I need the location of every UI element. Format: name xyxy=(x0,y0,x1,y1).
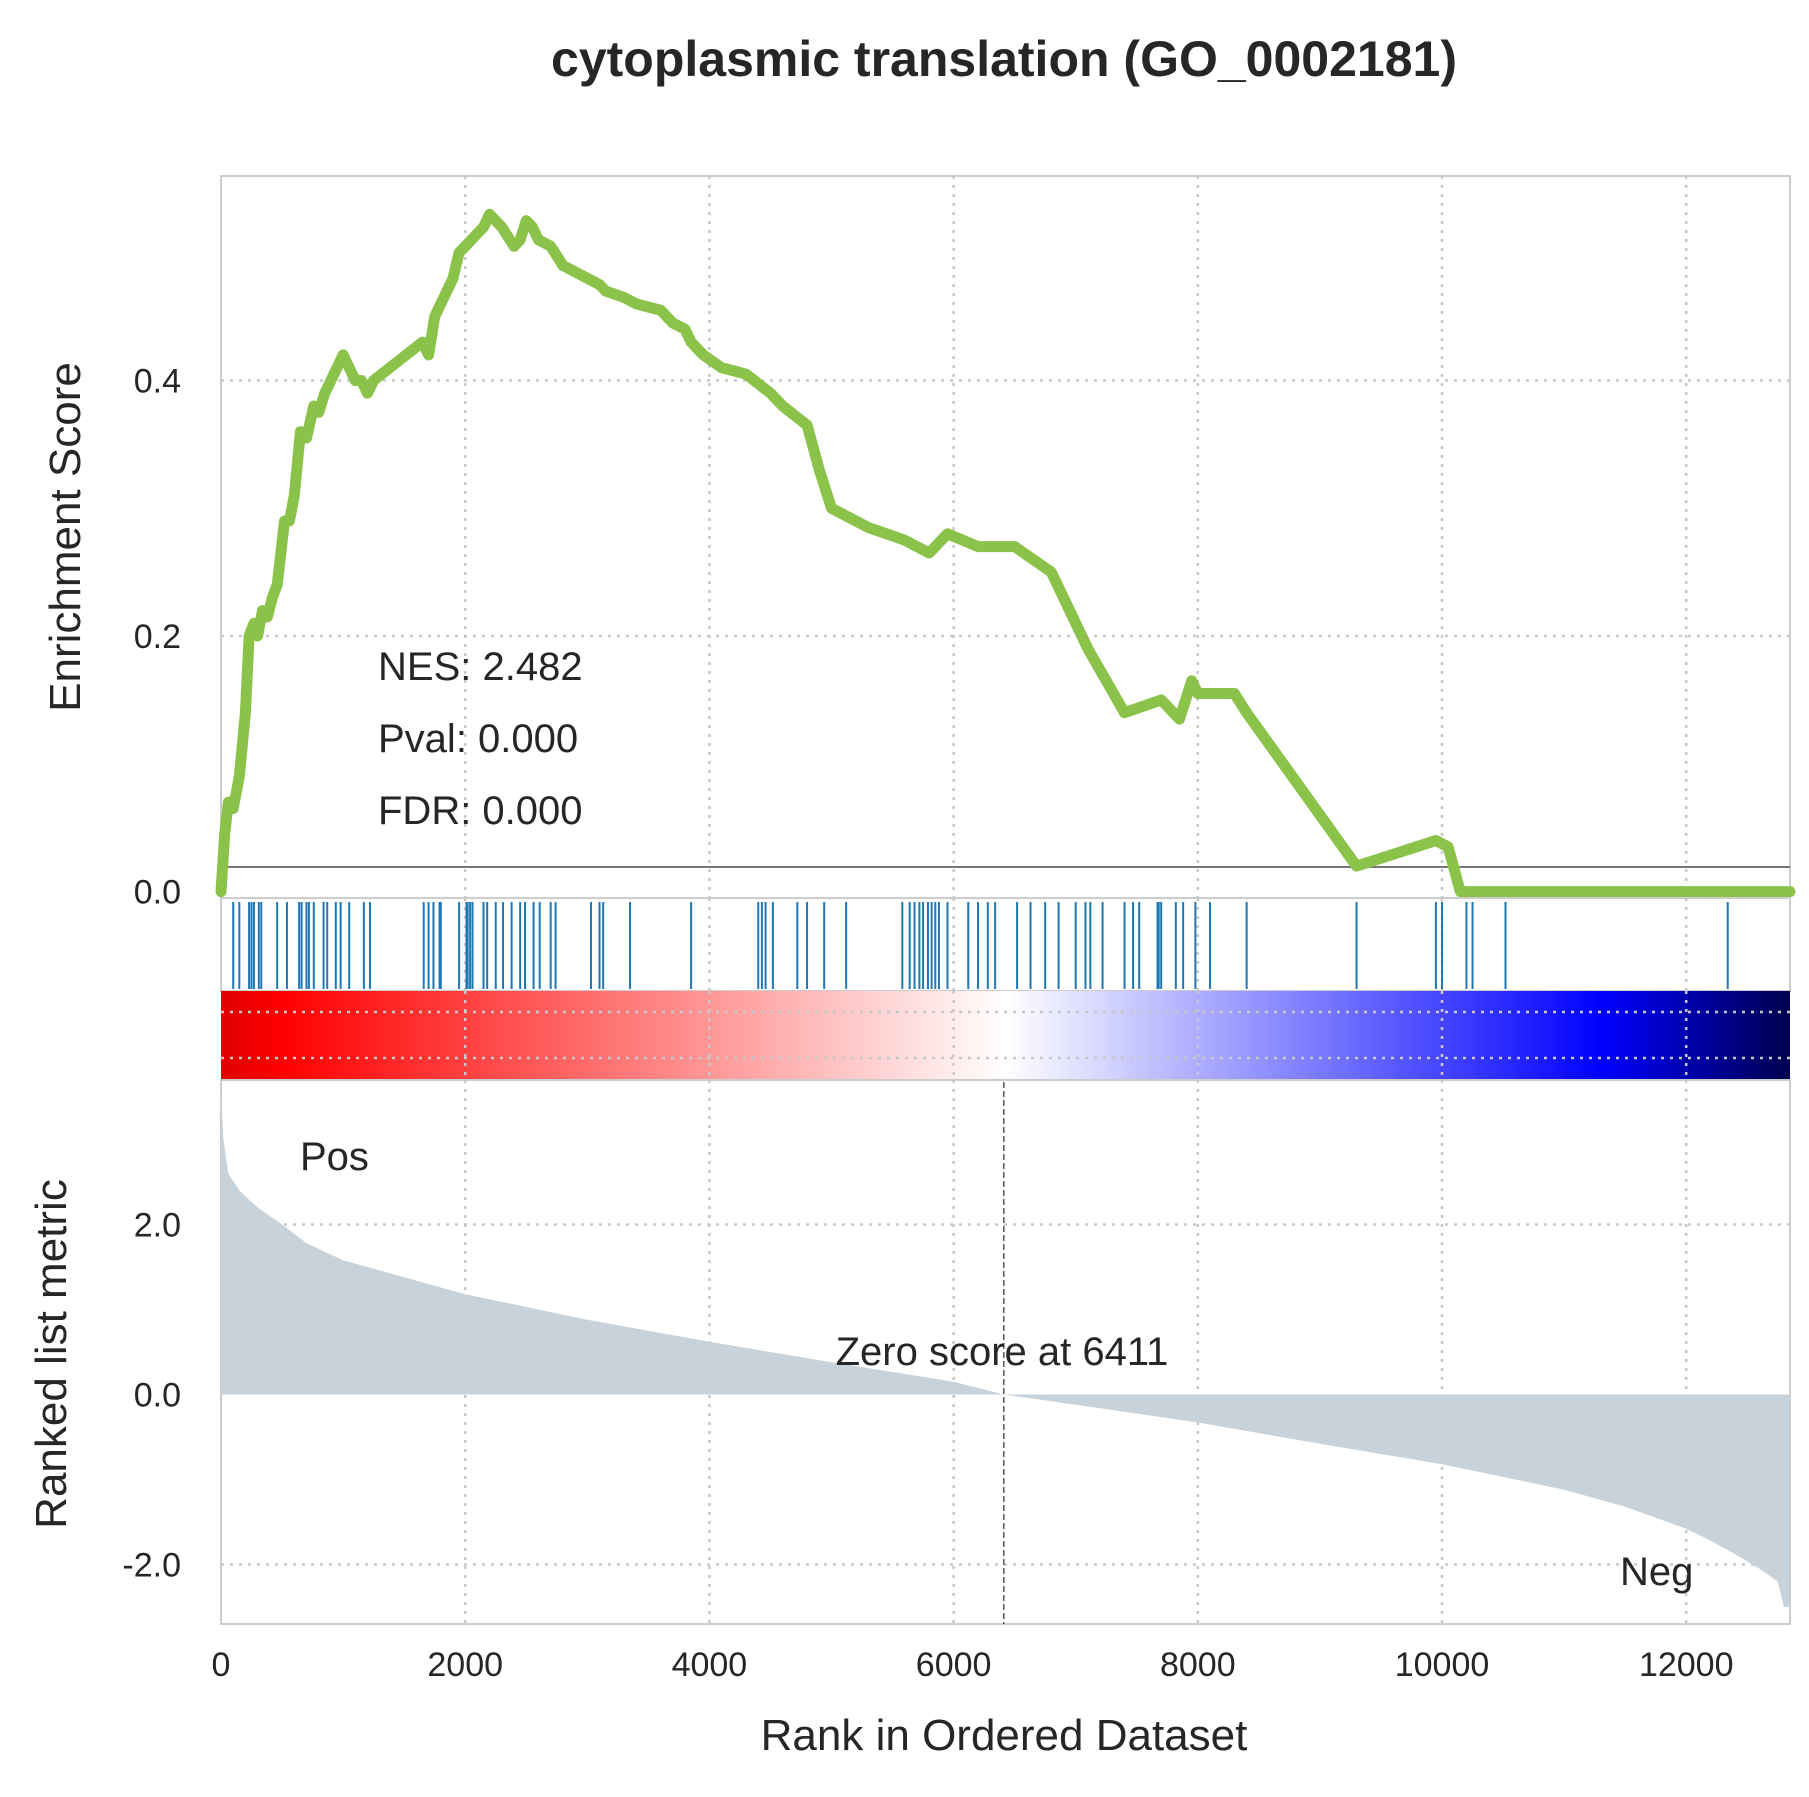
rank-colorbar xyxy=(221,991,1790,1080)
x-tick-label: 10000 xyxy=(1395,1646,1490,1684)
rank-colorbar-gradient xyxy=(221,991,1790,1080)
metric-y-tick-label: -2.0 xyxy=(122,1547,181,1585)
chart-title: cytoplasmic translation (GO_0002181) xyxy=(551,31,1457,87)
metric-panel: 2.0 0.0 -2.0 Ranked list metric Zero score… xyxy=(27,1079,1791,1625)
pos-label: Pos xyxy=(300,1135,369,1179)
zero-score-annotation: Zero score at 6411 xyxy=(836,1330,1169,1374)
es-series-line xyxy=(215,208,1796,898)
metric-area xyxy=(221,1088,1790,1607)
nes-annotation: NES: 2.482 xyxy=(378,645,583,689)
x-tick-label: 0 xyxy=(212,1646,231,1684)
x-tick-label: 12000 xyxy=(1639,1646,1734,1684)
hits-panel-frame xyxy=(220,897,1791,992)
x-tick-label: 6000 xyxy=(916,1646,992,1684)
hits-panel xyxy=(220,897,1791,992)
x-ticks: 0 2000 4000 6000 8000 10000 12000 xyxy=(212,1646,1734,1684)
es-y-tick-label: 0.0 xyxy=(134,874,181,912)
pval-annotation: Pval: 0.000 xyxy=(378,717,578,761)
es-y-ticks: 0.0 0.2 0.4 xyxy=(134,362,181,911)
neg-label: Neg xyxy=(1620,1550,1693,1594)
colorbar-grid xyxy=(221,991,1790,1080)
x-tick-label: 4000 xyxy=(672,1646,748,1684)
x-axis-label: Rank in Ordered Dataset xyxy=(761,1711,1248,1760)
metric-y-tick-label: 2.0 xyxy=(134,1207,181,1245)
metric-y-ticks: 2.0 0.0 -2.0 xyxy=(122,1207,181,1585)
metric-y-axis-label: Ranked list metric xyxy=(27,1179,76,1529)
hit-marks xyxy=(232,902,1729,989)
es-y-tick-label: 0.2 xyxy=(134,618,181,656)
x-tick-label: 2000 xyxy=(427,1646,503,1684)
metric-y-tick-label: 0.0 xyxy=(134,1377,181,1415)
enrichment-panel: 0.0 0.2 0.4 Enrichment Score NES: 2.482 Pv… xyxy=(41,175,1796,912)
fdr-annotation: FDR: 0.000 xyxy=(378,789,583,833)
x-tick-label: 8000 xyxy=(1160,1646,1236,1684)
es-y-axis-label: Enrichment Score xyxy=(41,362,90,712)
es-y-tick-label: 0.4 xyxy=(134,362,181,400)
